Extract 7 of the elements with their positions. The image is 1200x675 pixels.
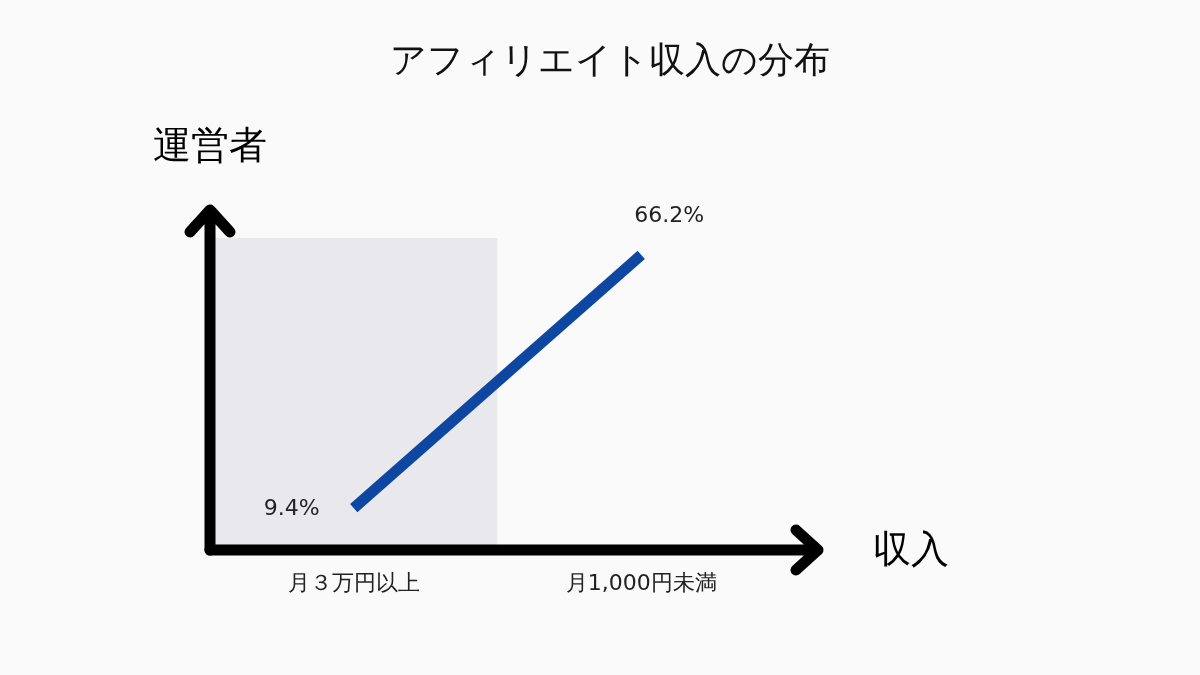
x-tick-label: 月３万円以上 (287, 569, 420, 595)
y-axis-title: 運営者 (152, 122, 267, 167)
x-tick-label: 月1,000円未満 (565, 569, 717, 595)
chart-title: アフィリエイト収入の分布 (390, 39, 830, 80)
data-label: 9.4% (263, 495, 320, 521)
data-label: 66.2% (634, 201, 705, 227)
x-axis-title: 収入 (872, 526, 949, 571)
